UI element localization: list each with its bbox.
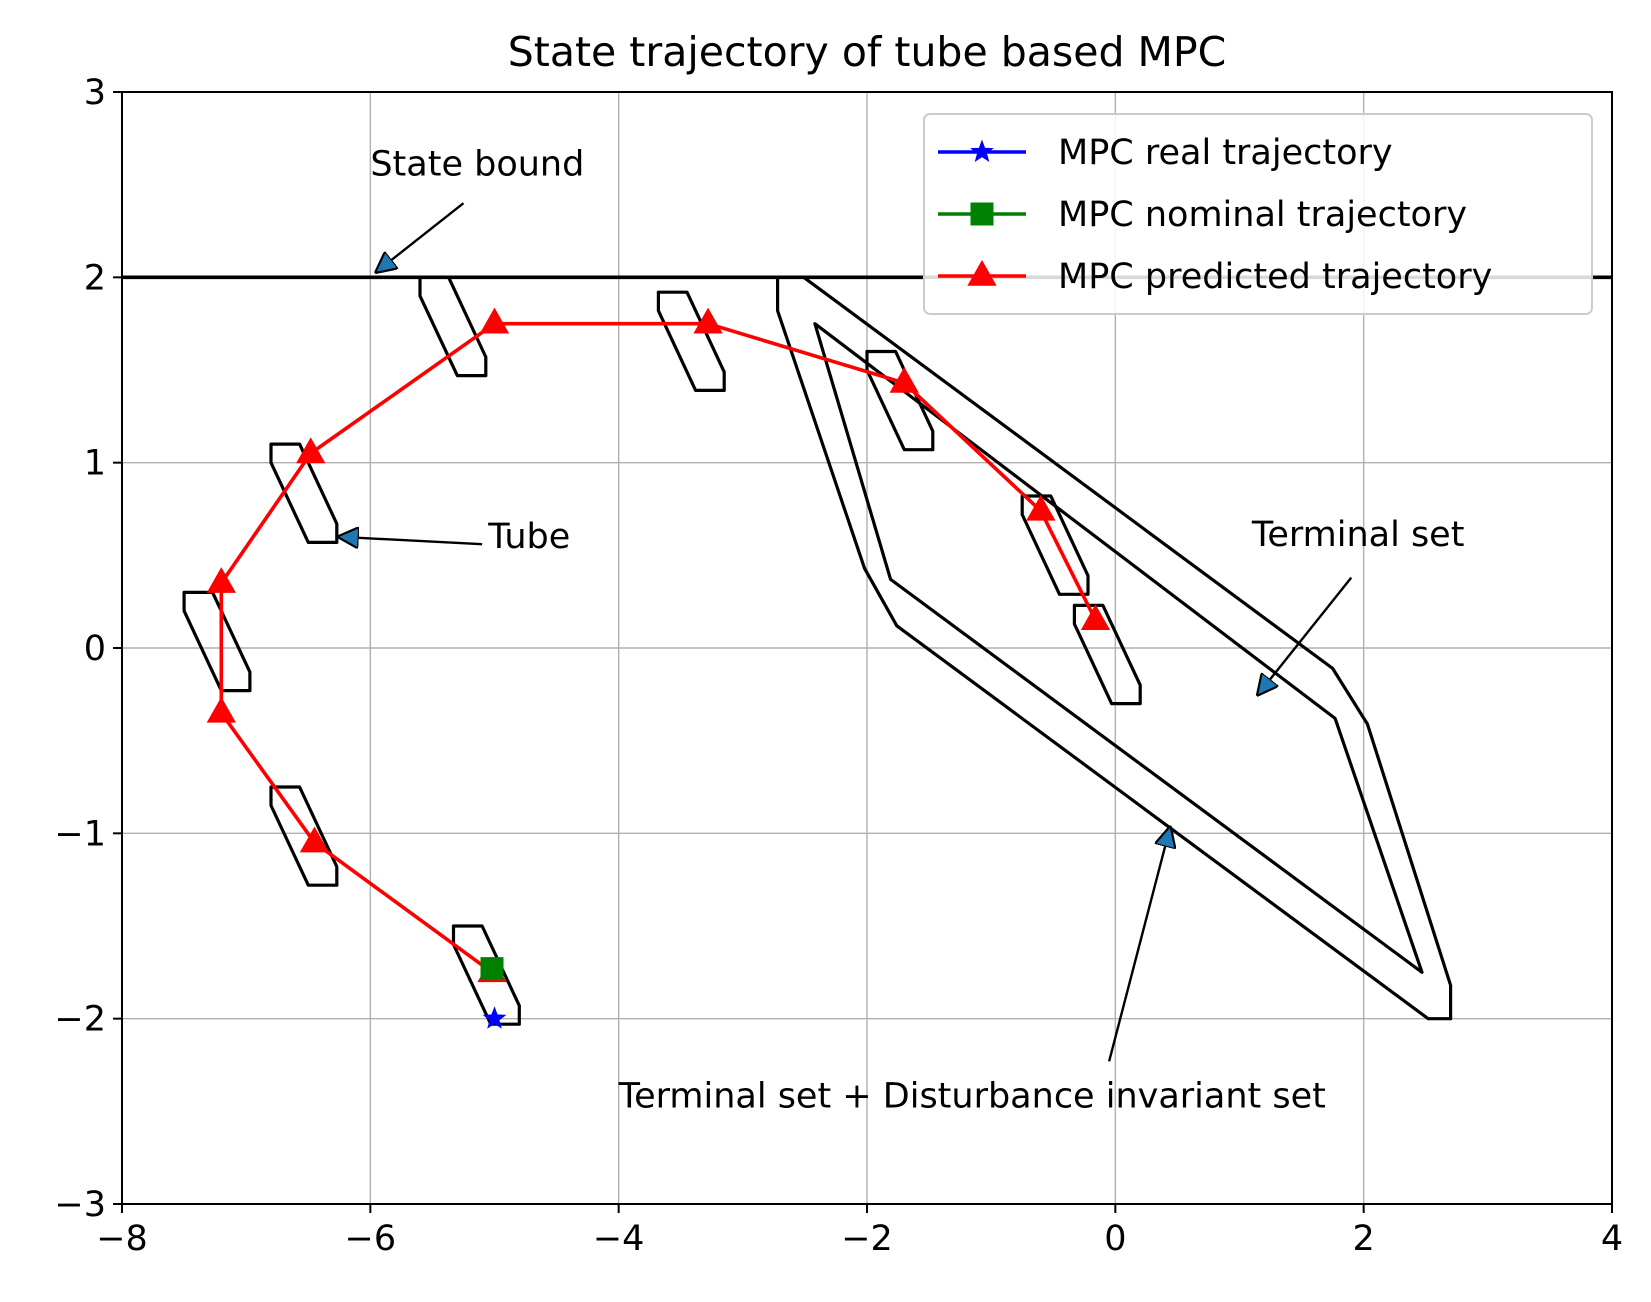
annotations: State bound Tube Terminal set Terminal set …: [339, 144, 1465, 1117]
legend-marker: [970, 139, 994, 163]
terminal-plus-disturbance-set: [775, 275, 1453, 1021]
x-tick-label: 0: [1104, 1219, 1126, 1259]
x-tick-label: −4: [593, 1219, 645, 1259]
legend-entry-label: MPC predicted trajectory: [1058, 257, 1492, 297]
legend-entry-label: MPC real trajectory: [1058, 133, 1393, 173]
mpc-predicted-trajectory-point: [296, 437, 326, 464]
x-tick-label: 4: [1601, 1219, 1623, 1259]
mpc-predicted-trajectory-point: [206, 696, 236, 723]
annotation-state-bound: State bound: [370, 144, 584, 184]
mpc-predicted-trajectory-point: [1080, 604, 1111, 630]
mpc-predicted-trajectory-point: [479, 307, 510, 334]
x-tick-label: −6: [345, 1219, 397, 1259]
y-tick-label: 1: [84, 444, 106, 484]
mpc-real-trajectory-point: [482, 1006, 507, 1029]
y-tick-label: −1: [54, 814, 106, 854]
x-tick-label: 2: [1353, 1219, 1375, 1259]
annotation-arrow-terminal-set: [1258, 576, 1353, 695]
annotation-arrow-terminal-set-disturbance-invariant-set: [1107, 828, 1170, 1062]
legend-entry-label: MPC nominal trajectory: [1058, 195, 1467, 235]
mpc-predicted-trajectory-point: [889, 366, 919, 393]
tube-polygon: [1072, 603, 1142, 706]
x-tick-label: −8: [96, 1219, 148, 1259]
annotation-tube: Tube: [487, 517, 570, 557]
y-tick-label: 0: [84, 629, 106, 669]
chart-title: State trajectory of tube based MPC: [508, 28, 1227, 76]
y-tick-label: 3: [84, 73, 106, 113]
tube-polygon: [269, 785, 339, 887]
legend-marker: [970, 202, 994, 226]
y-tick-label: −3: [54, 1185, 106, 1225]
series-layer: [206, 307, 1111, 1029]
mpc-predicted-trajectory-line: [219, 321, 1098, 974]
legend-marker: [967, 259, 997, 286]
y-tick-label: −2: [54, 1000, 106, 1040]
annotation-arrow-state-bound: [377, 202, 465, 272]
mpc-predicted-trajectory-point: [299, 826, 330, 853]
annotation-terminal-set-disturbance-invariant-set: Terminal set + Disturbance invariant set: [618, 1077, 1326, 1117]
mpc-nominal-trajectory-point: [480, 957, 504, 981]
mpc-predicted-trajectory-point: [693, 307, 723, 334]
mpc-predicted-trajectory-point: [1026, 494, 1056, 521]
tube-polygon: [656, 290, 726, 392]
annotation-terminal-set: Terminal set: [1251, 515, 1465, 555]
x-tick-label: −2: [841, 1219, 893, 1259]
mpc-predicted-trajectory-point: [206, 567, 236, 593]
tube-polygon: [1020, 494, 1090, 596]
y-tick-label: 2: [84, 258, 106, 298]
legend[interactable]: MPC real trajectory MPC nominal trajector…: [923, 113, 1593, 315]
axis-ticks: −8 −6 −4 −2 0 2 4 −3 −2 −1 0 1 2 3: [54, 73, 1623, 1259]
terminal-set: [813, 322, 1424, 974]
annotation-arrow-tube: [339, 537, 483, 544]
legend-box: [923, 113, 1593, 315]
